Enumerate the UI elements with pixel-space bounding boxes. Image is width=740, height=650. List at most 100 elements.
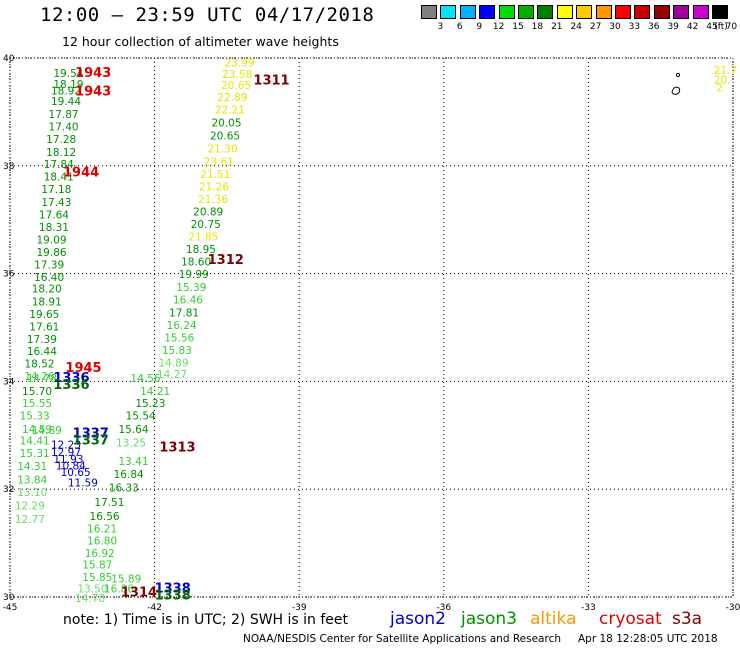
wave-height-label-jason3: 15.54 — [126, 410, 156, 422]
wave-height-label-jason3: 17.39 — [34, 259, 64, 271]
wave-height-label-cryosat: 16.24 — [167, 320, 197, 332]
legend-swatch — [440, 5, 457, 19]
page-title: 12:00 – 23:59 UTC 04/17/2018 — [40, 4, 375, 26]
wave-height-label-jason3: 16.44 — [27, 346, 57, 358]
legend-label: 27 — [589, 22, 602, 32]
legend-swatch — [518, 5, 534, 19]
wave-height-label-cryosat: 23.61 — [204, 156, 234, 168]
time-label: 1336 — [53, 378, 89, 393]
wave-height-label-jason3: 15.64 — [118, 424, 148, 436]
wave-height-label-cryosat: 23.58 — [222, 69, 252, 81]
wave-height-label-jason3: 16.84 — [114, 469, 144, 481]
wave-height-label-cryosat: 17.81 — [169, 307, 199, 319]
wave-height-label-jason3: 14.89 — [32, 425, 62, 437]
wave-height-label-cryosat: 16.46 — [173, 294, 203, 306]
time-label: 1945 — [65, 361, 101, 376]
wave-height-label-cryosat: 18.95 — [186, 244, 216, 256]
wave-height-label-jason3: 15.85 — [82, 572, 112, 584]
wave-height-label-jason3: 14.56 — [131, 373, 161, 385]
wave-height-marks: 19.5418.1918.9219.4417.8717.4017.2818.12… — [15, 57, 737, 605]
timestamp-text: Apr 18 12:28:05 UTC 2018 — [578, 633, 718, 645]
wave-height-label-jason3: 19.65 — [29, 309, 59, 321]
map-border — [9, 57, 734, 598]
x-tick-label: -42 — [147, 603, 162, 613]
wave-height-label-jason3: 18.20 — [32, 284, 62, 296]
wave-height-label-jason3: 15.23 — [135, 398, 165, 410]
legend-swatch — [692, 5, 709, 19]
wave-height-label-cryosat: 15.39 — [176, 282, 206, 294]
legend-label: 18 — [531, 22, 544, 32]
satellite-altika: altika — [530, 609, 577, 629]
time-labels: 1943 1943 1944 1945 1311 1312 1313 1314 13361336… — [53, 66, 289, 603]
wave-height-label-jason3: 17.51 — [94, 497, 124, 509]
legend-swatch — [634, 5, 651, 19]
wave-height-label-jason2: 11.93 — [53, 454, 83, 466]
wave-height-label-jason3: 13.50 — [77, 583, 107, 595]
legend-label: 6 — [456, 22, 463, 32]
wave-height-label-jason2: 12.23 — [51, 439, 81, 451]
x-tick-label: -30 — [726, 603, 740, 613]
wave-height-label-jason3: 15.70 — [22, 386, 52, 398]
legend-swatch — [459, 5, 476, 19]
wave-height-label-jason2: 10.65 — [61, 467, 91, 479]
y-tick-label: 34 — [3, 377, 15, 387]
legend-label: (ft) — [714, 22, 728, 32]
wave-height-label-jason3: 19.54 — [53, 68, 83, 80]
wave-height-label-jason3: 18.91 — [32, 297, 62, 309]
y-tick-label: 40 — [3, 54, 15, 64]
wave-height-label-jason3: 15.55 — [22, 398, 52, 410]
wave-height-label-cryosat: 21.85 — [188, 231, 218, 243]
legend-swatch — [479, 5, 496, 19]
wave-height-label-jason3: 13.10 — [17, 487, 47, 499]
wave-height-label-jason3: 19.86 — [37, 247, 67, 259]
wave-height-label-jason3: 13.25 — [116, 437, 146, 449]
wave-height-label-jason3: 19.44 — [51, 96, 81, 108]
satellite-jason2: jason2 — [390, 609, 446, 629]
wave-height-label-jason3: 12.29 — [15, 500, 45, 512]
legend-swatch — [421, 5, 437, 19]
legend-label: 33 — [628, 22, 641, 32]
legend-swatch — [498, 5, 515, 19]
wave-height-label-jason3: 13.84 — [17, 474, 47, 486]
footer-note: note: 1) Time is in UTC; 2) SWH is in fe… — [63, 612, 349, 628]
satellite-s3a: s3a — [672, 609, 703, 629]
wave-height-label-jason3: 16.80 — [87, 535, 117, 547]
time-label: 1338 — [155, 588, 191, 603]
wave-height-label-cryosat: 21.51 — [200, 169, 230, 181]
time-label: 1943 — [75, 66, 111, 81]
time-label: 1311 — [253, 74, 289, 89]
wave-height-label-jason3: 18.41 — [44, 172, 74, 184]
legend-swatch — [615, 5, 631, 19]
wave-height-label-cryosat: 20.75 — [191, 219, 221, 231]
credit-text: NOAA/NESDIS Center for Satellite Applica… — [243, 633, 561, 645]
wave-height-label-jason3: 19.09 — [37, 235, 67, 247]
wave-height-label-jason3: 18.52 — [24, 359, 54, 371]
x-tick-label: -36 — [436, 603, 451, 613]
wave-height-label-cryosat: 20.89 — [193, 207, 223, 219]
legend-swatch — [673, 5, 690, 19]
legend-label: 39 — [667, 22, 679, 32]
legend-label: 70 — [725, 22, 738, 32]
time-label: 1943 — [75, 84, 111, 99]
wave-height-label-jason3: 15.87 — [82, 560, 112, 572]
axis-ticks: -45 -42 -39 -36 -33 -30 40 38 36 34 32 30 — [3, 54, 740, 613]
time-label: 1944 — [63, 166, 99, 181]
wave-height-label-cryosat: 15.56 — [164, 333, 194, 345]
y-tick-label: 38 — [3, 162, 15, 172]
island-outline — [671, 72, 681, 95]
x-tick-label: -39 — [292, 603, 307, 613]
wave-height-label-jason3: 14.31 — [17, 461, 47, 473]
map-frame — [9, 57, 734, 598]
wave-height-label-jason2: 10.84 — [56, 460, 86, 472]
wave-height-label-jason3: 18.31 — [39, 222, 69, 234]
wave-height-label-jason3: 16.33 — [109, 483, 139, 495]
legend-swatch — [595, 5, 612, 19]
legend-label: 3 — [437, 22, 444, 32]
legend-label: 24 — [570, 22, 582, 32]
legend-label: 15 — [512, 22, 524, 32]
x-tick-label: -33 — [581, 603, 596, 613]
wave-height-label-altika: 21.7 — [714, 65, 737, 77]
x-tick-label: -45 — [3, 603, 18, 613]
wave-height-label-jason3: 16.21 — [87, 524, 117, 536]
